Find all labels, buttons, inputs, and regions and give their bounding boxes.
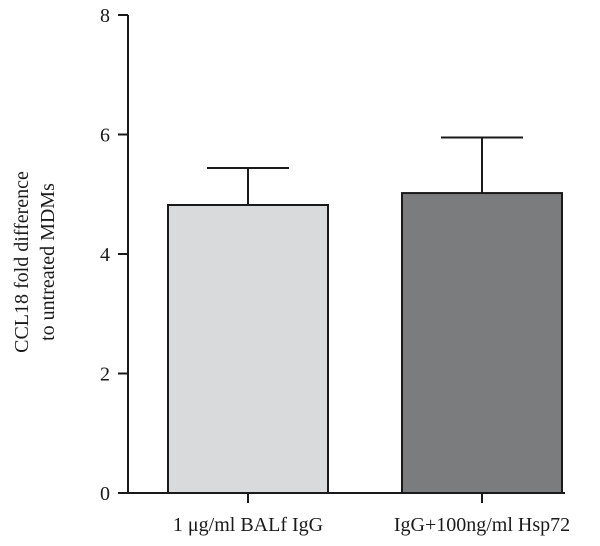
y-tick-label: 8 xyxy=(100,5,110,27)
y-tick-label: 6 xyxy=(100,125,110,147)
y-axis-title-line-1: CCL18 fold difference xyxy=(11,171,33,353)
y-tick-label: 4 xyxy=(100,244,110,266)
y-tick-label: 2 xyxy=(100,364,110,386)
bars xyxy=(167,192,563,494)
bar xyxy=(167,204,329,494)
error-bars xyxy=(207,136,523,206)
y-tick-label: 0 xyxy=(100,483,110,505)
x-tick-label: IgG+100ng/ml Hsp72 xyxy=(394,514,570,536)
bar xyxy=(401,192,563,494)
y-ticks: 0 2 4 6 8 xyxy=(100,5,128,505)
x-ticks: 1 μg/ml BALf IgG IgG+100ng/ml Hsp72 xyxy=(173,493,570,536)
y-axis-title-line-2: to untreated MDMs xyxy=(37,183,59,341)
x-tick-label: 1 μg/ml BALf IgG xyxy=(173,514,323,536)
y-axis-title: CCL18 fold difference to untreated MDMs xyxy=(11,171,59,353)
